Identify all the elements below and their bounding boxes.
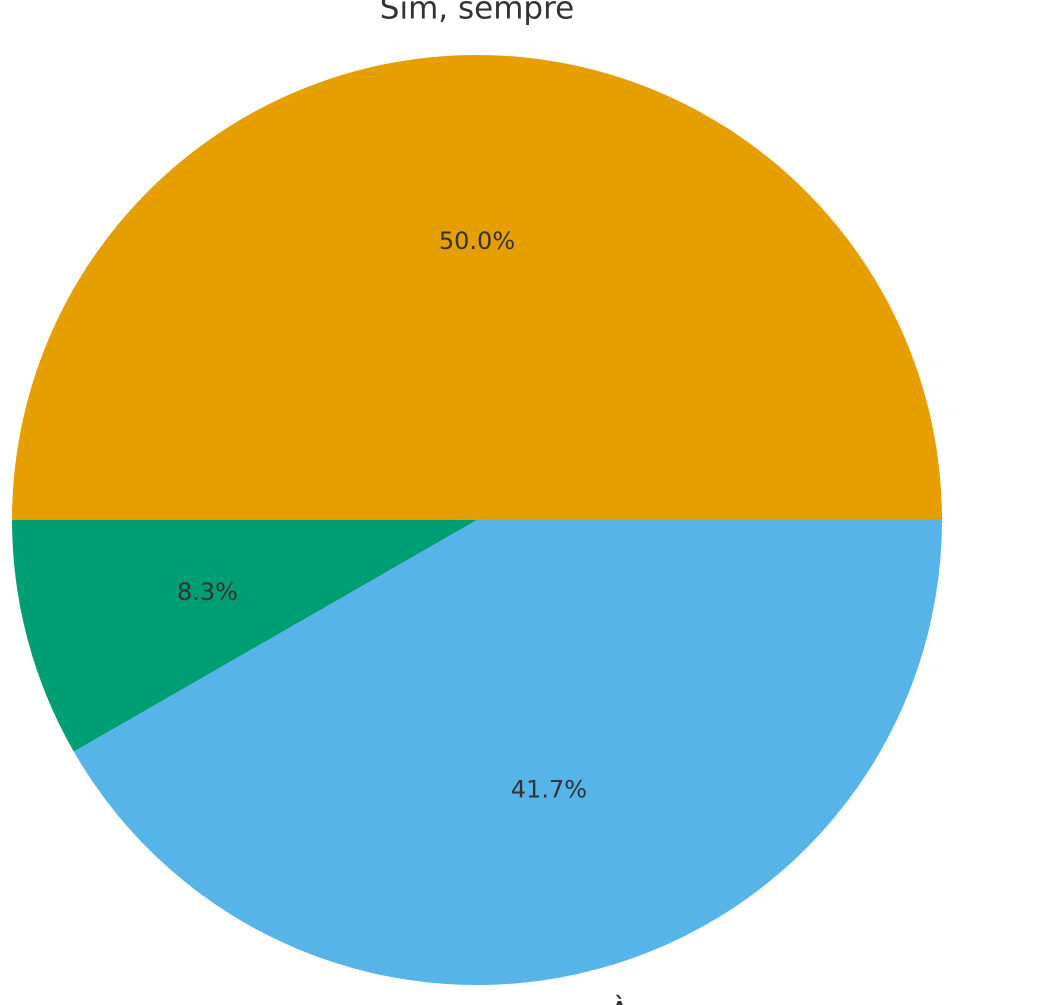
- pie-slice-as-vezes: [73, 520, 942, 986]
- pie-category-label: Às vezes: [609, 996, 745, 1005]
- pie-percent-label: 8.3%: [177, 578, 238, 606]
- pie-slice-nao: [12, 520, 477, 752]
- pie-slices: [12, 55, 942, 986]
- pie-percent-label: 50.0%: [439, 227, 515, 255]
- pie-percent-label: 41.7%: [511, 776, 587, 804]
- pie-slice-sim-sempre: [12, 55, 942, 520]
- pie-category-label: Sim, sempre: [380, 0, 574, 27]
